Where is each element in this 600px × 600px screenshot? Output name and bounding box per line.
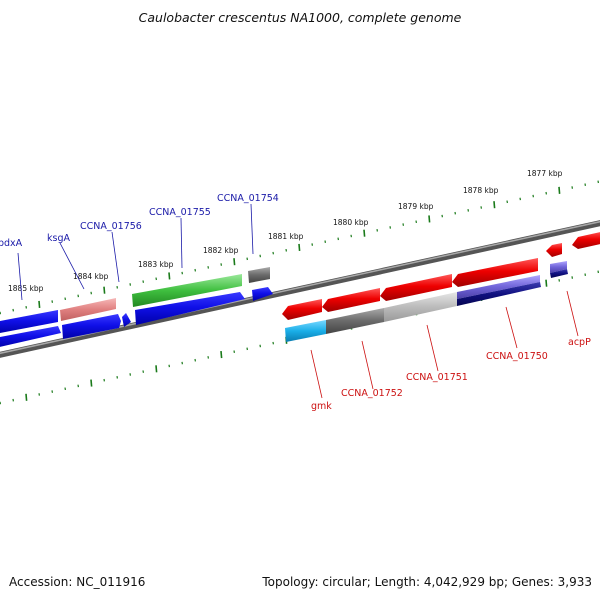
major-tick: [90, 379, 93, 387]
gene-label-acpP: acpP: [568, 337, 591, 348]
major-tick: [25, 393, 28, 401]
gene-arrow-CCNA_01754[interactable]: [248, 267, 270, 283]
major-tick: [168, 272, 171, 280]
gene-label-CCNA_01754: CCNA_01754: [217, 193, 279, 204]
scale-label: 1880 kbp: [333, 218, 369, 227]
major-tick: [363, 229, 366, 237]
gene-label-CCNA_01755: CCNA_01755: [149, 207, 211, 218]
scale-label: 1882 kbp: [203, 246, 239, 255]
gene-arrow-pdxA[interactable]: [0, 310, 58, 334]
gene-arrow-acpP[interactable]: [550, 261, 568, 278]
gene-label-CCNA_01751: CCNA_01751: [406, 372, 468, 383]
gene-arrow-blue-row: [0, 287, 273, 347]
gene-label-CCNA_01750: CCNA_01750: [486, 351, 548, 362]
major-tick: [103, 286, 106, 294]
scale-label: 1883 kbp: [138, 260, 174, 269]
scale-label: 1884 kbp: [73, 272, 109, 281]
gene-arrow-CCNA_01751[interactable]: [384, 292, 457, 322]
gene-row-red: [282, 232, 600, 320]
scale-label: 1878 kbp: [463, 186, 499, 195]
scale-label: 1885 kbp: [8, 284, 44, 293]
major-tick: [233, 258, 236, 266]
gene-arrow-CCNA_01756[interactable]: [122, 313, 131, 327]
gene-arrow-CCNA_01752[interactable]: [326, 308, 384, 334]
major-tick: [428, 215, 431, 223]
gene-label-CCNA_01756: CCNA_01756: [80, 221, 142, 232]
gene-arrow-ksgA[interactable]: [60, 298, 116, 321]
gene-arrow-CCNA_01750[interactable]: [457, 275, 541, 306]
gene-label-CCNA_01752: CCNA_01752: [341, 388, 403, 399]
major-tick: [558, 186, 561, 194]
gene-arrow-CCNA_01755[interactable]: [132, 274, 242, 307]
scale-labels: 1877 kbp 1878 kbp 1879 kbp 1880 kbp 1881…: [8, 169, 563, 293]
accession-text: Accession: NC_011916: [9, 575, 146, 589]
major-tick: [38, 300, 41, 309]
major-tick: [493, 201, 496, 209]
scale-label: 1879 kbp: [398, 202, 434, 211]
scale-ticks-outer: [0, 180, 599, 315]
gene-label-gmk: gmk: [311, 401, 332, 412]
topology-text: Topology: circular; Length: 4,042,929 bp…: [262, 575, 592, 589]
gene-label-ksgA: ksgA: [47, 233, 70, 244]
map-title: Caulobacter crescentus NA1000, complete …: [138, 10, 462, 25]
major-tick: [155, 365, 158, 373]
scale-label: 1877 kbp: [527, 169, 563, 178]
major-tick: [298, 243, 301, 251]
gene-label-pdxA: pdxA: [0, 238, 23, 249]
major-tick: [545, 279, 548, 287]
major-tick: [220, 350, 223, 359]
scale-label: 1881 kbp: [268, 232, 304, 241]
gene-arrow-gmk[interactable]: [285, 320, 326, 342]
leader-lines: [17, 203, 579, 399]
